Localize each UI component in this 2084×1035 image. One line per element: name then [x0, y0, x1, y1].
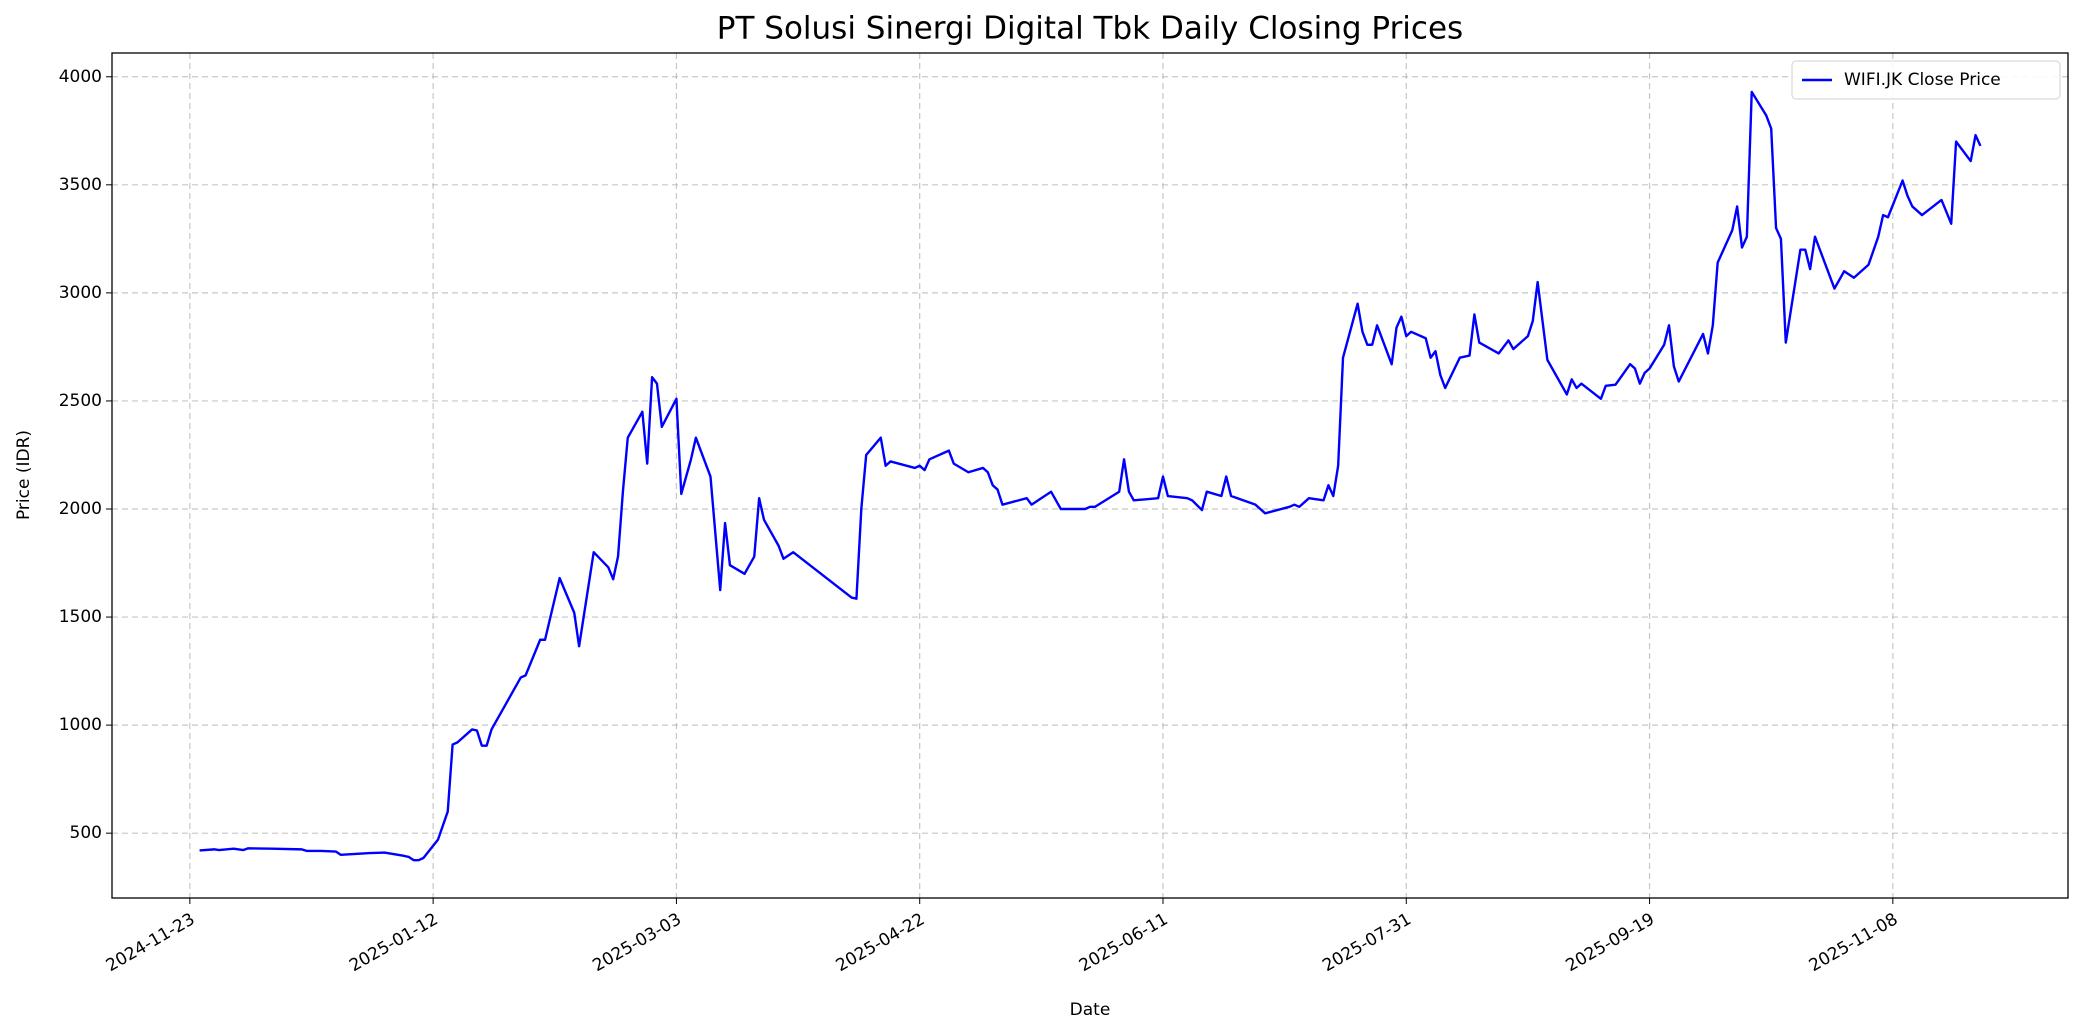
x-tick-label: 2025-04-22 — [833, 909, 929, 976]
legend-label: WIFI.JK Close Price — [1844, 70, 2001, 90]
x-tick-label: 2025-01-12 — [346, 909, 442, 976]
x-tick-label: 2025-06-11 — [1076, 909, 1172, 976]
y-tick-label: 2000 — [59, 499, 102, 519]
x-axis-label: Date — [1070, 1000, 1111, 1020]
y-tick-label: 2500 — [59, 391, 102, 411]
x-tick-label: 2024-11-23 — [103, 909, 199, 976]
plot-frame — [111, 52, 2069, 899]
legend-box — [1791, 60, 2061, 100]
x-tick-label: 2025-11-08 — [1806, 909, 1902, 976]
x-tick-label: 2025-07-31 — [1319, 909, 1415, 976]
y-tick-label: 3000 — [59, 283, 102, 303]
y-tick-label: 4000 — [59, 67, 102, 87]
y-tick-label: 500 — [70, 823, 102, 843]
y-axis-label: Price (IDR) — [14, 430, 34, 520]
chart-title: PT Solusi Sinergi Digital Tbk Daily Clos… — [717, 11, 1463, 47]
y-tick-label: 1000 — [59, 715, 102, 735]
price-line — [199, 90, 1982, 862]
x-tick-label: 2025-03-03 — [589, 909, 685, 976]
x-tick-label: 2025-09-19 — [1562, 909, 1658, 976]
y-tick-label: 3500 — [59, 175, 102, 195]
y-tick-label: 1500 — [59, 607, 102, 627]
